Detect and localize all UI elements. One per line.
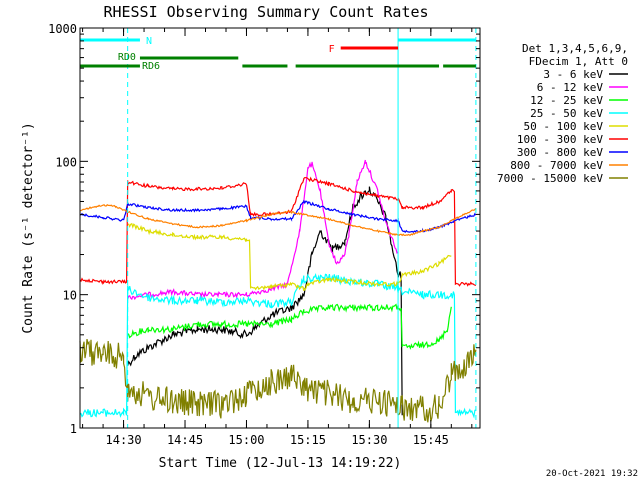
series-line-1 — [127, 159, 399, 301]
legend-label-4: 50 - 100 keV — [524, 120, 604, 133]
mode-bar-rd6-0 — [80, 64, 140, 68]
legend-label-1: 6 - 12 keV — [537, 81, 604, 94]
legend-label-0: 3 - 6 keV — [543, 68, 603, 81]
y-tick-label-3: 1000 — [48, 22, 77, 36]
mode-bar-n-0 — [80, 38, 140, 42]
y-tick-label-2: 100 — [55, 155, 77, 169]
legend-label-3: 25 - 50 keV — [530, 107, 603, 120]
footer-timestamp: 20-Oct-2021 19:32 — [546, 469, 638, 479]
x-tick-label-2: 15:00 — [228, 433, 264, 447]
legend-header-0: Det 1,3,4,5,6,9, — [522, 42, 628, 55]
series-line-7 — [79, 204, 477, 237]
mode-annotation-bars: N F RD0 RD6 — [80, 28, 477, 428]
y-axis-label: Count Rate (s⁻¹ detector⁻¹) — [21, 122, 36, 333]
mode-bar-rd6-2 — [295, 64, 440, 68]
series-line-8 — [79, 338, 477, 423]
y-tick-label-0: 1 — [70, 422, 77, 436]
x-tick-label-0: 14:30 — [106, 433, 142, 447]
series-line-3 — [79, 272, 477, 419]
series-line-4 — [127, 222, 452, 291]
mode-bar-label-f: F — [329, 44, 335, 55]
mode-bar-rd6-3 — [443, 64, 476, 68]
mode-bar-label-rd0: RD0 — [118, 52, 136, 63]
legend-header-1: FDecim 1, Att 0 — [529, 55, 628, 68]
x-tick-label-3: 15:15 — [290, 433, 326, 447]
legend-label-7: 800 - 7000 keV — [510, 159, 603, 172]
x-axis-label: Start Time (12-Jul-13 14:19:22) — [159, 456, 402, 471]
plot-frame — [79, 27, 481, 429]
y-tick-label-1: 10 — [63, 289, 77, 303]
mode-bar-label-n: N — [146, 36, 152, 47]
legend-label-5: 100 - 300 keV — [517, 133, 603, 146]
axes: 1 10 100 1000 14:30 14:45 15:00 15:15 15:30 15:45 — [48, 22, 481, 447]
plot-area — [79, 159, 477, 423]
legend-label-8: 7000 - 15000 keV — [497, 172, 603, 185]
chart-title: RHESSI Observing Summary Count Rates — [103, 3, 428, 21]
series-line-5 — [79, 176, 477, 287]
series-line-6 — [79, 200, 477, 234]
x-tick-label-5: 15:45 — [413, 433, 449, 447]
mode-bar-n-1 — [398, 38, 476, 42]
mode-bar-rd0-0 — [139, 56, 239, 60]
mode-bar-label-rd6: RD6 — [142, 61, 160, 72]
legend-label-2: 12 - 25 keV — [530, 94, 603, 107]
x-tick-label-4: 15:30 — [351, 433, 387, 447]
legend-label-6: 300 - 800 keV — [517, 146, 603, 159]
mode-bar-rd6-1 — [242, 64, 288, 68]
legend: Det 1,3,4,5,6,9,FDecim 1, Att 03 - 6 keV… — [497, 42, 628, 185]
mode-bar-f-0 — [340, 46, 399, 50]
x-tick-label-1: 14:45 — [167, 433, 203, 447]
